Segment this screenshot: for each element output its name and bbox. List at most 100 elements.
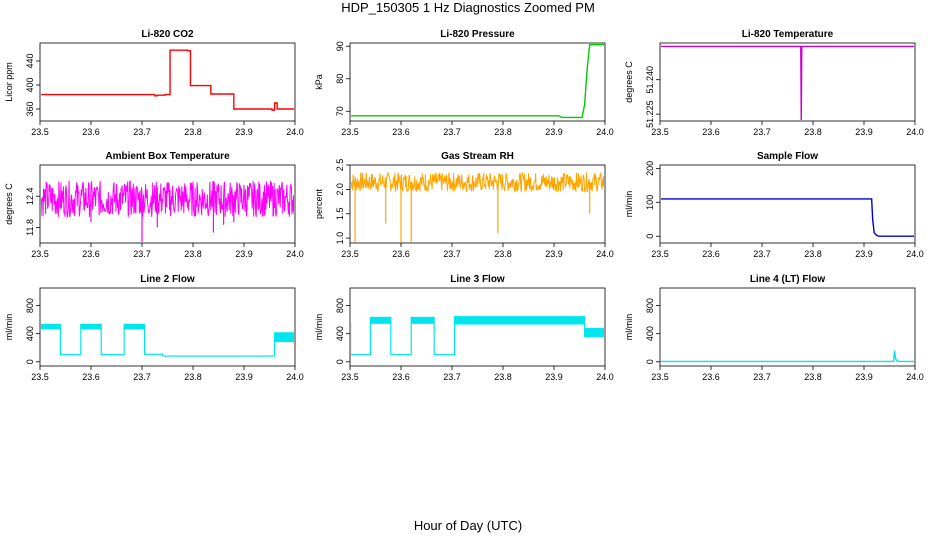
y-tick-label: 360 <box>25 101 35 116</box>
x-tick-label: 23.7 <box>443 127 461 137</box>
y-tick-label: 0 <box>335 359 345 364</box>
series-line <box>351 171 604 193</box>
x-tick-label: 24.0 <box>906 372 924 382</box>
series-band <box>351 322 352 355</box>
x-tick-label: 23.8 <box>184 127 202 137</box>
x-tick-label: 24.0 <box>596 372 614 382</box>
panel-9: Line 4 (LT) Flow 23.5 23.6 23.7 23.8 23.9 24.0… <box>624 274 924 382</box>
data-area <box>41 49 294 111</box>
x-tick-label: 23.5 <box>31 249 49 259</box>
x-tick-label: 23.5 <box>31 372 49 382</box>
y-tick-label: 200 <box>645 161 655 176</box>
series-band <box>390 354 412 356</box>
y-tick-label: 51.240 <box>645 66 655 94</box>
page-title: HDP_150305 1 Hz Diagnostics Zoomed PM <box>341 0 595 15</box>
series-band <box>144 353 163 355</box>
y-tick-label: 0 <box>645 359 655 364</box>
panel-6: Sample Flow 23.5 23.6 23.7 23.8 23.9 24.0 0 100 2… <box>624 151 924 259</box>
panel-title: Sample Flow <box>757 151 818 162</box>
y-tick-label: 80 <box>335 74 345 84</box>
series-band <box>41 323 61 330</box>
x-tick-label: 23.8 <box>494 249 512 259</box>
panel-title: Li-820 Temperature <box>742 29 834 40</box>
plot-frame <box>39 42 296 122</box>
panel-5: Gas Stream RH 23.5 23.6 23.7 23.8 23.9 24.0 1.0… <box>314 151 614 259</box>
y-axis-label: ml/min <box>314 314 324 341</box>
x-tick-label: 23.9 <box>545 372 563 382</box>
plot-frame <box>39 287 296 367</box>
y-tick-label: 12.4 <box>25 187 35 205</box>
panel-title: Li-820 Pressure <box>440 29 515 40</box>
plot-frame <box>659 42 916 122</box>
panel-2: Li-820 Pressure 23.5 23.6 23.7 23.8 23.9 24.0 7… <box>314 29 614 137</box>
x-axis-caption: Hour of Day (UTC) <box>413 518 523 533</box>
y-tick-label: 400 <box>25 326 35 341</box>
series-band <box>454 316 585 325</box>
series-band <box>351 354 371 356</box>
x-tick-label: 23.8 <box>184 249 202 259</box>
data-area <box>661 45 914 120</box>
x-tick-label: 23.5 <box>651 127 669 137</box>
x-tick-label: 23.7 <box>133 372 151 382</box>
y-tick-label: 400 <box>335 326 345 341</box>
y-tick-label: 1.0 <box>335 232 345 245</box>
y-axis-label: ml/min <box>624 314 634 341</box>
x-tick-label: 23.8 <box>494 372 512 382</box>
series-line <box>661 350 914 363</box>
x-tick-label: 23.6 <box>392 372 410 382</box>
panel-title: Ambient Box Temperature <box>105 151 230 162</box>
plot-frame <box>349 42 606 122</box>
x-tick-label: 23.7 <box>443 372 461 382</box>
x-tick-label: 23.8 <box>804 127 822 137</box>
series-band <box>434 354 455 356</box>
x-tick-label: 23.6 <box>702 249 720 259</box>
y-axis-label: Licor ppm <box>4 62 14 102</box>
data-area <box>661 198 914 237</box>
x-tick-label: 23.7 <box>753 372 771 382</box>
panel-title: Line 3 Flow <box>450 274 505 285</box>
y-tick-label: 11.8 <box>25 219 35 236</box>
x-tick-label: 23.9 <box>545 249 563 259</box>
series-band <box>101 354 125 356</box>
panel-title: Line 4 (LT) Flow <box>750 274 826 285</box>
y-axis-label: percent <box>314 188 324 219</box>
panel-title: Gas Stream RH <box>441 151 514 162</box>
y-tick-label: 0 <box>25 359 35 364</box>
x-tick-label: 23.9 <box>855 127 873 137</box>
y-tick-label: 800 <box>25 298 35 313</box>
y-tick-label: 70 <box>335 106 345 116</box>
y-tick-label: 800 <box>335 298 345 313</box>
series-line <box>661 45 914 120</box>
data-area <box>41 180 294 242</box>
x-tick-label: 24.0 <box>286 249 304 259</box>
x-tick-label: 24.0 <box>286 372 304 382</box>
x-tick-label: 24.0 <box>596 127 614 137</box>
plot-frame <box>659 164 916 244</box>
panel-8: Line 3 Flow 23.5 23.6 23.7 23.8 23.9 24.0 0 400 8… <box>314 274 614 382</box>
y-tick-label: 2.5 <box>335 159 345 172</box>
x-tick-label: 23.6 <box>82 127 100 137</box>
x-tick-label: 23.6 <box>392 127 410 137</box>
data-area <box>351 44 604 119</box>
panel-title: Li-820 CO2 <box>141 29 194 40</box>
x-tick-label: 23.7 <box>753 249 771 259</box>
x-tick-label: 23.5 <box>341 249 359 259</box>
x-tick-label: 23.9 <box>545 127 563 137</box>
y-tick-label: 800 <box>645 298 655 313</box>
series-band <box>584 328 604 338</box>
x-tick-label: 23.6 <box>82 372 100 382</box>
x-tick-label: 23.8 <box>494 127 512 137</box>
series-line <box>661 198 914 237</box>
y-tick-label: 1.5 <box>335 207 345 220</box>
series-line <box>351 44 604 119</box>
y-axis-label: ml/min <box>4 314 14 341</box>
x-tick-label: 23.9 <box>235 372 253 382</box>
y-tick-label: 100 <box>645 195 655 210</box>
y-axis-label: degrees C <box>624 61 634 103</box>
x-tick-label: 23.5 <box>341 372 359 382</box>
data-area <box>351 171 604 242</box>
x-tick-label: 24.0 <box>286 127 304 137</box>
data-area <box>41 323 294 357</box>
x-tick-label: 23.5 <box>651 372 669 382</box>
series-band <box>411 316 435 324</box>
